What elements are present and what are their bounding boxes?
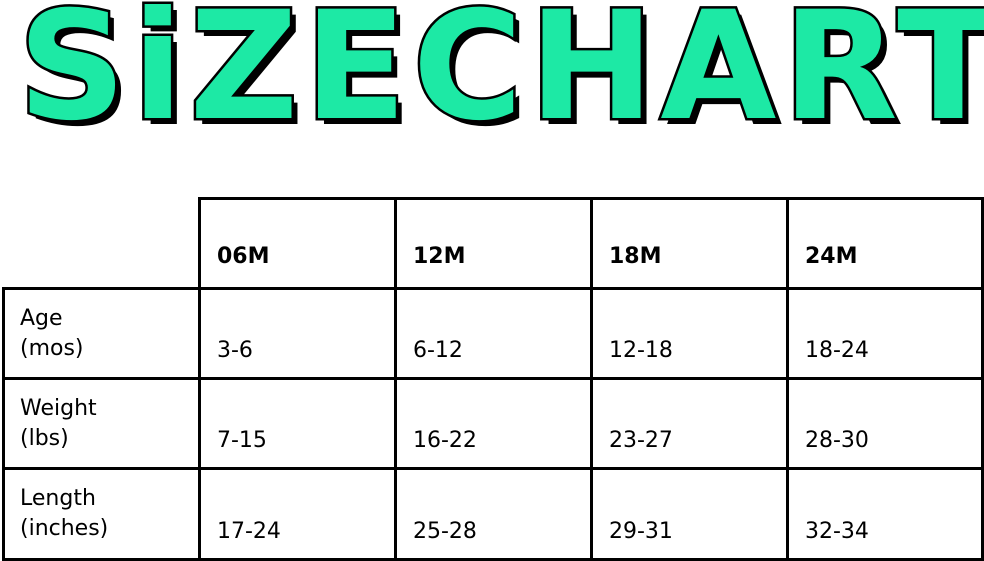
cell-label: Length — [20, 486, 96, 511]
cell-label: 3-6 — [217, 338, 253, 363]
cell-label: 25-28 — [413, 519, 477, 544]
cell-text: 18-24 — [805, 338, 869, 363]
cell-text: 6-12 — [413, 338, 463, 363]
cell-label: 29-31 — [609, 519, 673, 544]
title-word-size: SiZE — [16, 0, 413, 154]
cell-label: 24M — [805, 244, 858, 269]
column-header: 06M — [198, 197, 397, 290]
cell-label: 6-12 — [413, 338, 463, 363]
row-header: Age (mos) — [2, 287, 201, 380]
cell-text: 7-15 — [217, 428, 267, 453]
cell-label: 12-18 — [609, 338, 673, 363]
cell-text: 16-22 — [413, 428, 477, 453]
cell-text: 23-27 — [609, 428, 673, 453]
cell-label: 18M — [609, 244, 662, 269]
cell-text: 3-6 — [217, 338, 253, 363]
table-cell: 7-15 — [198, 377, 397, 470]
cell-text: 29-31 — [609, 519, 673, 544]
cell-label: 12M — [413, 244, 466, 269]
cell-text: 25-28 — [413, 519, 477, 544]
table-cell: 12-18 — [590, 287, 789, 380]
column-header: 12M — [394, 197, 593, 290]
cell-text: 06M — [217, 244, 270, 269]
cell-text: 28-30 — [805, 428, 869, 453]
cell-label: 17-24 — [217, 519, 281, 544]
cell-text: 12-18 — [609, 338, 673, 363]
cell-label: 18-24 — [805, 338, 869, 363]
column-header: 18M — [590, 197, 789, 290]
table-cell: 32-34 — [786, 467, 984, 561]
cell-text: 18M — [609, 244, 662, 269]
cell-label: 16-22 — [413, 428, 477, 453]
cell-text: 12M — [413, 244, 466, 269]
cell-label: (inches) — [20, 516, 109, 541]
cell-label: 32-34 — [805, 519, 869, 544]
cell-text: 32-34 — [805, 519, 869, 544]
cell-label: Weight — [20, 396, 97, 421]
table-cell: 3-6 — [198, 287, 397, 380]
table-cell: 18-24 — [786, 287, 984, 380]
table-cell: 28-30 — [786, 377, 984, 470]
cell-text: Weight (lbs) — [20, 394, 97, 454]
cell-text: Length (inches) — [20, 484, 108, 544]
cell-label: Age — [20, 306, 63, 331]
column-header: 24M — [786, 197, 984, 290]
page-title: SiZE CHART — [0, 0, 984, 154]
cell-label: 06M — [217, 244, 270, 269]
table-cell: 25-28 — [394, 467, 593, 561]
table-cell: 29-31 — [590, 467, 789, 561]
cell-label: 28-30 — [805, 428, 869, 453]
table-cell: 17-24 — [198, 467, 397, 561]
cell-label: (lbs) — [20, 426, 69, 451]
row-header: Weight (lbs) — [2, 377, 201, 470]
table-cell: 6-12 — [394, 287, 593, 380]
cell-text: 24M — [805, 244, 858, 269]
table-cell: 16-22 — [394, 377, 593, 470]
cell-text: 17-24 — [217, 519, 281, 544]
cell-label: (mos) — [20, 336, 84, 361]
cell-text: Age (mos) — [20, 304, 84, 364]
table-cell: 23-27 — [590, 377, 789, 470]
row-header: Length (inches) — [2, 467, 201, 561]
cell-label: 23-27 — [609, 428, 673, 453]
cell-label: 7-15 — [217, 428, 267, 453]
title-word-chart: CHART — [410, 0, 984, 154]
